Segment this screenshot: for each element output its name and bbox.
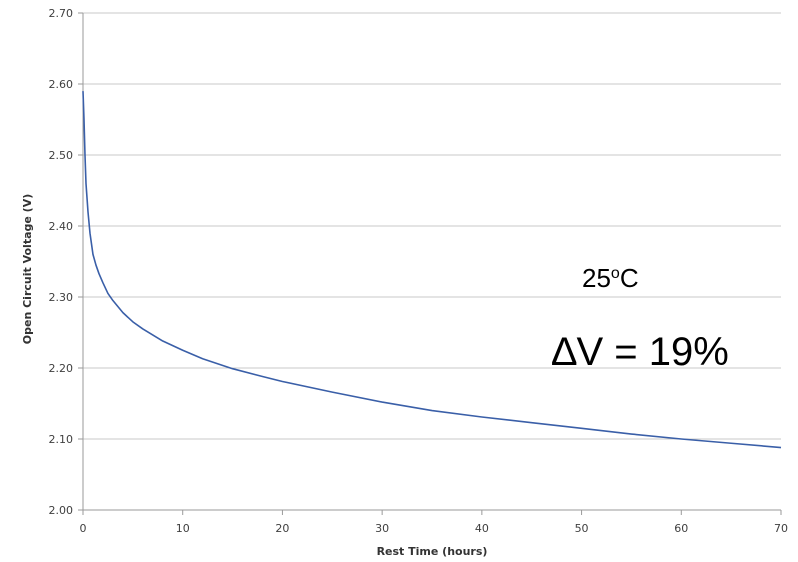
x-tick-label: 50 [575,522,589,535]
temperature-value: 25 [582,263,611,293]
y-tick-label: 2.50 [49,149,74,162]
y-tick-label: 2.20 [49,362,74,375]
y-tick-labels: 2.00 2.10 2.20 2.30 2.40 2.50 2.60 2.70 [49,7,74,517]
gridlines [83,12,781,440]
y-tick-label: 2.00 [49,504,74,517]
x-tick-label: 0 [80,522,87,535]
y-tick-label: 2.40 [49,220,74,233]
y-tick-label: 2.70 [49,7,74,20]
voltage-curve [82,91,782,449]
x-tick-label: 10 [176,522,190,535]
temperature-annotation: 25oC [582,263,639,293]
x-tick-labels: 0 10 20 30 40 50 60 70 [80,522,789,535]
delta-v-annotation: ∆V = 19% [552,330,729,374]
series-group [82,91,782,449]
y-tick-label: 2.30 [49,291,74,304]
x-tick-label: 70 [774,522,788,535]
y-axis-title: Open Circuit Voltage (V) [21,194,34,344]
temperature-unit: C [620,263,639,293]
y-tick-label: 2.10 [49,433,74,446]
x-axis-title: Rest Time (hours) [377,545,488,558]
degree-superscript: o [611,265,620,282]
x-tick-label: 60 [674,522,688,535]
x-tick-label: 30 [375,522,389,535]
y-tick-label: 2.60 [49,78,74,91]
x-tick-label: 40 [475,522,489,535]
x-tick-label: 20 [275,522,289,535]
